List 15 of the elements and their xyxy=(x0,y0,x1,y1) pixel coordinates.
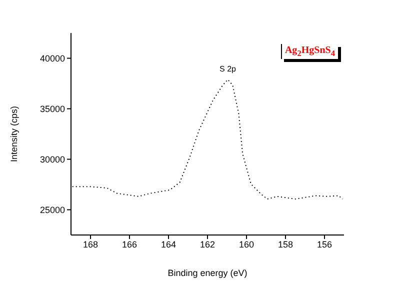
x-tick-label: 168 xyxy=(82,239,98,250)
y-tick-label: 25000 xyxy=(40,204,65,215)
x-tick-label: 158 xyxy=(278,239,294,250)
x-axis-title: Binding energy (eV) xyxy=(168,268,248,278)
x-tick-label: 164 xyxy=(160,239,176,250)
x-tick-label: 156 xyxy=(316,239,332,250)
y-tick-label: 30000 xyxy=(40,154,65,164)
annotation: S 2p xyxy=(220,64,237,74)
annotation: Ag$_{2}$HgSnS$_{4}$ xyxy=(280,44,338,59)
y-axis-title: Intensity (cps) xyxy=(9,106,20,162)
x-tick-label: 162 xyxy=(200,239,216,250)
y-tick-label: 40000 xyxy=(40,53,65,64)
x-tick-label: 160 xyxy=(238,239,254,250)
x-tick-label: 166 xyxy=(122,239,138,250)
y-tick-label: 35000 xyxy=(40,104,65,114)
